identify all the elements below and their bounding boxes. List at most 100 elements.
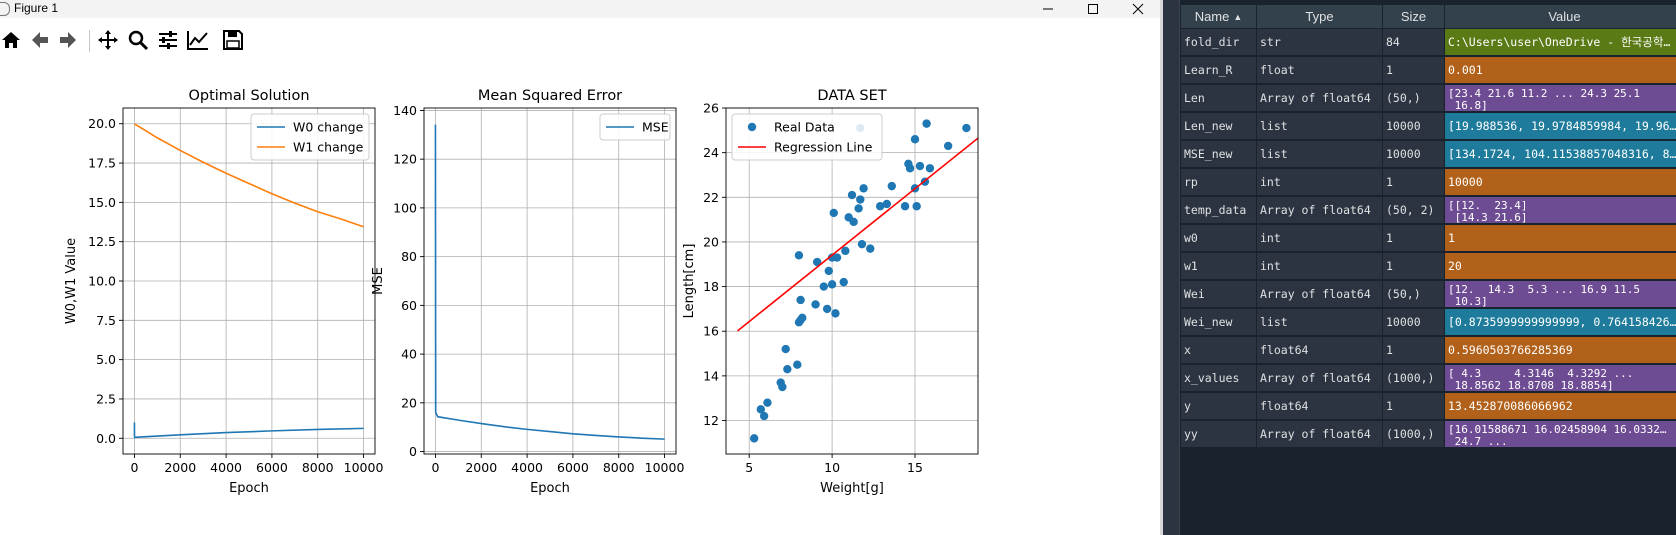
variable-name-cell: Wei_new (1181, 309, 1257, 336)
y-tick-label: 24 (703, 145, 719, 160)
x-tick-label: 4000 (210, 460, 242, 475)
data-point (849, 217, 858, 227)
data-point (915, 161, 925, 171)
data-point (922, 119, 931, 128)
maximize-button[interactable] (1071, 0, 1115, 18)
table-row[interactable]: fold_dir str 84 C:\Users\user\OneDrive - 한국… (1181, 29, 1676, 57)
data-point (778, 382, 787, 392)
axes-frame (725, 107, 979, 455)
variable-value-cell: 0.001 (1445, 57, 1676, 84)
variable-size-cell: 1 (1383, 393, 1445, 420)
y-tick-label: 18 (703, 279, 719, 294)
table-row[interactable]: w0 int 1 1 (1181, 225, 1676, 253)
close-button[interactable] (1116, 0, 1160, 18)
variable-type-cell: int (1257, 169, 1383, 196)
data-point (866, 244, 875, 253)
y-tick-label: 0 (409, 444, 417, 459)
data-point (796, 295, 805, 305)
variable-name-cell: Len_new (1181, 113, 1257, 140)
variable-name-cell: Learn_R (1181, 57, 1257, 84)
variable-value-cell: 13.452870086066962 (1445, 393, 1676, 420)
subplot-data-set: 5 10 15 12 14 16 18 20 22 24 26 DATA SET Weight[g] Le… (682, 88, 979, 496)
column-header-type[interactable]: Type (1257, 5, 1383, 28)
y-tick-label: 12 (703, 413, 719, 428)
table-row[interactable]: MSE_new list 10000 [134.1724, 104.115388570… (1181, 141, 1676, 169)
data-point (793, 360, 802, 369)
variable-value-cell: [12. 14.3 5.3 ... 16.9 11.5 10.3] (1445, 281, 1676, 308)
y-tick-label: 15.0 (88, 195, 116, 210)
legend-marker (747, 122, 757, 132)
edit-axis-button[interactable] (185, 27, 211, 53)
variable-type-cell: list (1257, 309, 1383, 336)
title-bar: Figure 1 (0, 0, 1163, 18)
back-button[interactable] (27, 27, 53, 53)
variable-name-cell: yy (1181, 421, 1257, 448)
save-button[interactable] (220, 27, 246, 53)
chart-title: Optimal Solution (188, 88, 309, 104)
axes-frame (423, 107, 677, 455)
variable-name-cell: x (1181, 337, 1257, 364)
forward-button[interactable] (55, 27, 81, 53)
variable-size-cell: (50, 2) (1383, 197, 1445, 224)
navigation-toolbar (0, 24, 1163, 58)
legend-label: Regression Line (774, 140, 873, 155)
variable-type-cell: Array of float64 (1257, 281, 1383, 308)
table-row[interactable]: x float64 1 0.5960503766285369 (1181, 337, 1676, 365)
legend-label: W1 change (293, 140, 364, 155)
table-row[interactable]: Len_new list 10000 [19.988536, 19.978485998… (1181, 113, 1676, 141)
variable-name-cell: w0 (1181, 225, 1257, 252)
forward-icon (60, 32, 76, 48)
variable-size-cell: (50,) (1383, 281, 1445, 308)
table-row[interactable]: rp int 1 10000 (1181, 169, 1676, 197)
data-point (925, 164, 935, 173)
y-axis-label: Length[cm] (682, 244, 697, 319)
data-point (859, 184, 868, 193)
data-point (832, 253, 842, 262)
table-row[interactable]: yy Array of float64 (1000,) [16.01588671 16… (1181, 421, 1676, 449)
y-tick-label: 60 (401, 298, 417, 313)
legend-box (599, 113, 671, 141)
column-header-name[interactable]: Name ▲ (1181, 5, 1257, 28)
configure-subplots-button[interactable] (155, 27, 181, 53)
y-tick-label: 22 (703, 190, 719, 205)
variable-value-cell: [16.01588671 16.02458904 16.0332… 24.7 .… (1445, 421, 1676, 448)
table-row[interactable]: w1 int 1 20 (1181, 253, 1676, 281)
data-point (875, 202, 885, 211)
column-header-size[interactable]: Size (1383, 5, 1445, 28)
data-point (841, 246, 850, 256)
y-tick-label: 20 (401, 395, 417, 410)
pan-button[interactable] (95, 27, 121, 53)
x-axis-label: Epoch (530, 481, 570, 496)
table-row[interactable]: Len Array of float64 (50,) [23.4 21.6 11.2 … (1181, 85, 1676, 113)
data-point (829, 208, 838, 218)
table-row[interactable]: Learn_R float 1 0.001 (1181, 57, 1676, 85)
x-tick-label: 10000 (645, 460, 685, 475)
home-button[interactable] (0, 27, 24, 53)
table-row[interactable]: temp_data Array of float64 (50, 2) [[12. 23… (1181, 197, 1676, 225)
table-row[interactable]: x_values Array of float64 (1000,)[ 4.3 4.3… (1181, 365, 1676, 393)
column-header-value[interactable]: Value (1445, 5, 1676, 28)
data-point (900, 202, 910, 211)
variable-name-cell: y (1181, 393, 1257, 420)
table-row[interactable]: Wei Array of float64 (50,) [12. 14.3 5.3 ..… (1181, 281, 1676, 309)
variable-type-cell: Array of float64 (1257, 85, 1383, 112)
variable-type-cell: Array of float64 (1257, 421, 1383, 448)
y-tick-label: 100 (393, 200, 417, 215)
table-row[interactable]: y float64 1 13.452870086066962 (1181, 393, 1676, 421)
y-tick-label: 20.0 (88, 116, 116, 131)
variable-type-cell: Array of float64 (1257, 365, 1383, 392)
series-line (133, 422, 364, 439)
zoom-button[interactable] (125, 27, 151, 53)
x-tick-label: 2000 (465, 460, 497, 475)
y-axis-label: W0,W1 Value (64, 238, 79, 324)
variable-value-cell: [23.4 21.6 11.2 ... 24.3 25.1 16.8] (1445, 85, 1676, 112)
variable-explorer: Name ▲ Type Size Value fold_dir str 84 C:\U… (1163, 0, 1676, 535)
x-tick-label: 0 (431, 460, 439, 475)
table-row[interactable]: Wei_new list 10000 [0.8735999999999999, 0.7… (1181, 309, 1676, 337)
variable-name-cell: MSE_new (1181, 141, 1257, 168)
subplot-optimal-solution: 0 2000 4000 6000 8000 10000 0.0 2.5 5.0 7.5 10.0 12… (64, 88, 383, 496)
data-point (811, 300, 820, 309)
data-point (794, 251, 804, 260)
minimize-button[interactable] (1026, 0, 1070, 18)
variable-size-cell: 1 (1383, 253, 1445, 280)
